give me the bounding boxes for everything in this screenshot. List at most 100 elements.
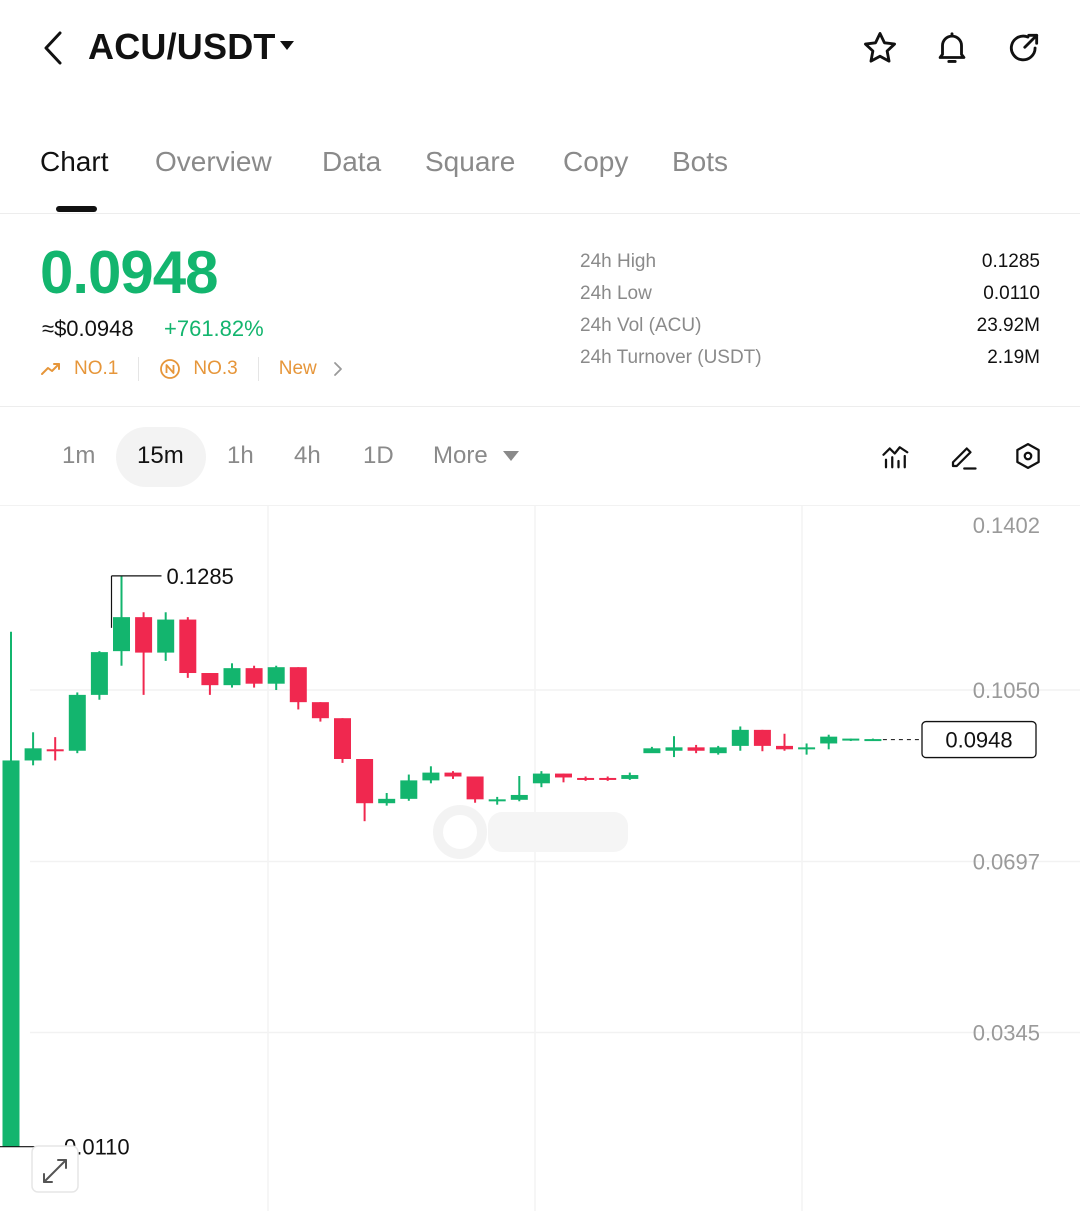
- tag-new-label: New: [278, 358, 317, 379]
- candle: [113, 617, 130, 652]
- tab-chart[interactable]: Chart: [40, 146, 109, 177]
- interval-1h[interactable]: 1h: [227, 442, 254, 469]
- last-price: 0.0948: [40, 239, 219, 306]
- y-tick: 0.0697: [973, 850, 1040, 875]
- chart-top-divider: [0, 505, 1080, 506]
- trending-up-icon: [41, 363, 60, 375]
- stat-vol-label: 24h Vol (ACU): [580, 315, 702, 336]
- candle: [510, 794, 528, 800]
- candle: [201, 673, 219, 686]
- candle: [820, 736, 838, 744]
- tab-copy[interactable]: Copy: [563, 146, 629, 177]
- high-label: 0.1285: [167, 564, 234, 589]
- interval-highlight: [116, 427, 206, 487]
- price-axis: 0.1402 0.1050 0.0697 0.0345: [973, 513, 1040, 1046]
- back-button[interactable]: [36, 28, 72, 68]
- fullscreen-button[interactable]: [31, 1145, 79, 1193]
- tab-overview[interactable]: Overview: [155, 146, 272, 177]
- price-change: +761.82%: [164, 316, 264, 341]
- draw-button[interactable]: [943, 436, 983, 476]
- active-tab-indicator: [56, 206, 97, 212]
- stat-low-label: 24h Low: [580, 283, 652, 304]
- candle: [444, 772, 462, 777]
- tag-no1[interactable]: NO.1: [40, 358, 118, 380]
- candle: [577, 777, 595, 780]
- last-price-box: [921, 720, 1037, 759]
- candle: [68, 694, 86, 751]
- y-tick: 0.0345: [973, 1021, 1040, 1046]
- interval-4h[interactable]: 4h: [294, 442, 321, 469]
- chevron-down-icon[interactable]: [503, 451, 519, 461]
- y-tick: 0.1050: [973, 678, 1040, 703]
- chart-grid: [30, 506, 1080, 1211]
- tag-no3[interactable]: NO.3: [159, 358, 238, 380]
- candle: [776, 745, 793, 750]
- section-tabs: Chart Overview Data Square Copy Bots: [0, 120, 1080, 214]
- tab-data[interactable]: Data: [322, 146, 382, 177]
- tab-square[interactable]: Square: [425, 146, 516, 177]
- candle: [311, 702, 329, 719]
- tag-divider: [138, 357, 140, 381]
- rank-tags: NO.1 NO.3 New: [40, 354, 345, 384]
- watermark: [433, 805, 628, 859]
- candle: [179, 619, 197, 674]
- candle: [599, 777, 617, 780]
- indicator-icon: [882, 446, 909, 469]
- candle: [135, 617, 153, 653]
- pair-title[interactable]: ACU/USDT: [88, 26, 276, 67]
- tag-new[interactable]: New: [279, 358, 345, 380]
- candle: [488, 799, 506, 802]
- stat-high-value: 0.1285: [981, 251, 1040, 272]
- stat-vol-value: 23.92M: [976, 315, 1040, 336]
- expand-icon: [43, 1159, 67, 1183]
- pencil-icon: [951, 447, 977, 470]
- candle: [24, 748, 42, 761]
- candle: [422, 772, 440, 781]
- chart-settings-button[interactable]: [1008, 436, 1048, 476]
- candle: [2, 760, 20, 1147]
- candle: [555, 773, 572, 778]
- candle: [356, 759, 374, 804]
- candle: [90, 652, 108, 695]
- candle: [864, 739, 882, 742]
- interval-1d[interactable]: 1D: [363, 442, 394, 469]
- stat-low-value: 0.0110: [983, 283, 1040, 304]
- candle: [267, 667, 285, 684]
- tag-no3-label: NO.3: [193, 358, 238, 379]
- favorite-button[interactable]: [858, 26, 902, 70]
- interval-1m[interactable]: 1m: [62, 442, 96, 469]
- candle: [289, 667, 307, 703]
- candle: [709, 747, 727, 754]
- tab-bots[interactable]: Bots: [672, 146, 729, 177]
- candle: [400, 780, 418, 799]
- candle: [378, 798, 396, 804]
- candle: [842, 738, 860, 741]
- candles: [2, 575, 882, 1147]
- settings-icon: [1016, 443, 1040, 469]
- section-divider: [0, 406, 1080, 407]
- indicators-button[interactable]: [876, 436, 916, 476]
- bell-icon: [938, 32, 966, 63]
- candlestick-chart[interactable]: 0.1402 0.1050 0.0697 0.0345 0.1285 0.011…: [0, 506, 1080, 1211]
- candle: [753, 729, 771, 746]
- candle: [334, 718, 351, 760]
- candle: [466, 776, 484, 800]
- candle: [798, 747, 816, 750]
- star-icon: [864, 32, 896, 63]
- candle: [731, 729, 749, 746]
- top-bar: ACU/USDT: [0, 0, 1080, 100]
- candle: [665, 747, 683, 751]
- tag-no1-label: NO.1: [74, 358, 119, 379]
- candle: [532, 773, 550, 784]
- chevron-right-icon: [333, 362, 342, 376]
- alert-button[interactable]: [930, 26, 974, 70]
- candle: [643, 748, 661, 754]
- share-button[interactable]: [1002, 26, 1046, 70]
- interval-more[interactable]: More: [433, 442, 488, 469]
- pair-dropdown-icon[interactable]: [280, 41, 294, 50]
- share-icon: [1009, 33, 1039, 62]
- last-price-marker: 0.0948: [882, 720, 1037, 759]
- stat-turnover-value: 2.19M: [987, 347, 1040, 368]
- last-price-label: 0.0948: [945, 728, 1012, 753]
- interval-15m[interactable]: 15m: [137, 442, 184, 469]
